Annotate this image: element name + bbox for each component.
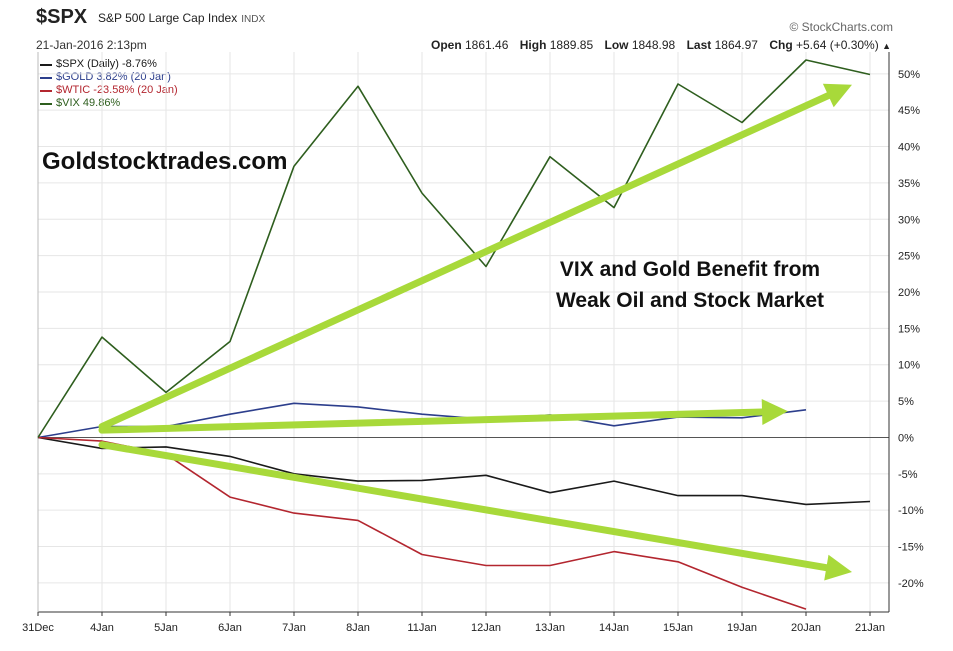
y-tick-label: 30%: [898, 214, 920, 226]
trend-arrow-shaft: [98, 408, 766, 434]
legend-label-spx: $SPX (Daily) -8.76%: [56, 58, 157, 70]
series-lines: [37, 59, 871, 610]
high-label: High: [519, 38, 547, 52]
legend-swatch-gold: [40, 76, 52, 79]
low-label: Low: [604, 38, 629, 52]
y-tick-label: 20%: [898, 287, 920, 299]
x-tick-label: 19Jan: [727, 622, 757, 634]
y-tick-label: -20%: [898, 578, 924, 590]
x-tick-label: 8Jan: [346, 622, 370, 634]
watermark-text: Goldstocktrades.com: [42, 148, 288, 175]
legend-label-vix: $VIX 49.86%: [56, 97, 121, 109]
y-tick-label: 35%: [898, 178, 920, 190]
chg-value: +5.64 (+0.30%): [796, 38, 879, 52]
x-tick-label: 12Jan: [471, 622, 501, 634]
trend-arrow-shaft: [98, 92, 832, 431]
trend-arrow-shaft: [98, 441, 830, 572]
x-tick-label: 14Jan: [599, 622, 629, 634]
y-tick-label: 50%: [898, 69, 920, 81]
y-tick-label: 0%: [898, 432, 914, 444]
y-tick-label: 15%: [898, 323, 920, 335]
legend-swatch-spx: [40, 63, 52, 66]
annotation-line-2: Weak Oil and Stock Market: [555, 289, 825, 312]
last-value: 1864.97: [714, 38, 758, 52]
y-tick-label: 5%: [898, 396, 914, 408]
y-tick-label: -10%: [898, 505, 924, 517]
up-arrow-icon: ▲: [882, 41, 891, 51]
ticker-symbol: $SPX: [36, 6, 88, 28]
chart-grid: [37, 52, 889, 612]
legend-item-wtic: $WTIC -23.58% (20 Jan): [40, 84, 178, 97]
series-line-vix: [37, 59, 871, 438]
chart-axes: [37, 52, 890, 616]
legend-swatch-vix: [40, 102, 52, 105]
x-tick-label: 21Jan: [855, 622, 885, 634]
legend-item-spx: $SPX (Daily) -8.76%: [40, 58, 178, 71]
chart-annotation: VIX and Gold Benefit from Weak Oil and S…: [520, 254, 860, 316]
index-name-text: S&P 500 Large Cap Index: [98, 11, 238, 25]
series-line-spx: [37, 436, 871, 506]
x-tick-label: 15Jan: [663, 622, 693, 634]
x-tick-label: 11Jan: [407, 622, 436, 634]
y-tick-label: 10%: [898, 360, 920, 372]
x-tick-label: 20Jan: [791, 622, 821, 634]
x-tick-label: 7Jan: [282, 622, 306, 634]
annotation-line-1: VIX and Gold Benefit from: [559, 258, 821, 281]
low-value: 1848.98: [631, 38, 676, 52]
trend-arrow-head: [824, 554, 852, 581]
legend-label-wtic: $WTIC -23.58% (20 Jan): [56, 84, 178, 96]
trend-arrows: [98, 83, 852, 581]
y-tick-label: -15%: [898, 542, 924, 554]
trend-arrow-head: [761, 399, 788, 425]
exchange-label: INDX: [241, 14, 266, 25]
x-tick-label: 5Jan: [154, 622, 178, 634]
x-tick-label: 13Jan: [535, 622, 565, 634]
high-value: 1889.85: [549, 38, 594, 52]
x-tick-label: 6Jan: [218, 622, 242, 634]
chart-credit: © StockCharts.com: [789, 20, 893, 34]
legend-item-vix: $VIX 49.86%: [40, 97, 178, 110]
x-tick-label: 4Jan: [90, 622, 114, 634]
chg-label: Chg: [769, 38, 793, 52]
y-tick-label: 40%: [898, 142, 920, 154]
open-value: 1861.46: [465, 38, 509, 52]
quote-bar: Open 1861.46 High 1889.85 Low 1848.98 La…: [431, 38, 891, 52]
trend-arrow-head: [822, 83, 852, 108]
tick-labels: 50% 45% 40% 35% 30% 25% 20% 15% 10% 5% 0% -5% -10% -1…: [22, 69, 924, 634]
y-tick-label: 25%: [898, 251, 920, 263]
y-tick-label: 45%: [898, 105, 920, 117]
index-name: S&P 500 Large Cap Index INDX: [98, 11, 265, 25]
chart-datetime: 21-Jan-2016 2:13pm: [36, 38, 147, 52]
legend-swatch-wtic: [40, 89, 52, 92]
open-label: Open: [430, 38, 462, 52]
x-tick-label: 31Dec: [22, 622, 54, 634]
y-tick-label: -5%: [898, 469, 918, 481]
last-label: Last: [686, 38, 712, 52]
